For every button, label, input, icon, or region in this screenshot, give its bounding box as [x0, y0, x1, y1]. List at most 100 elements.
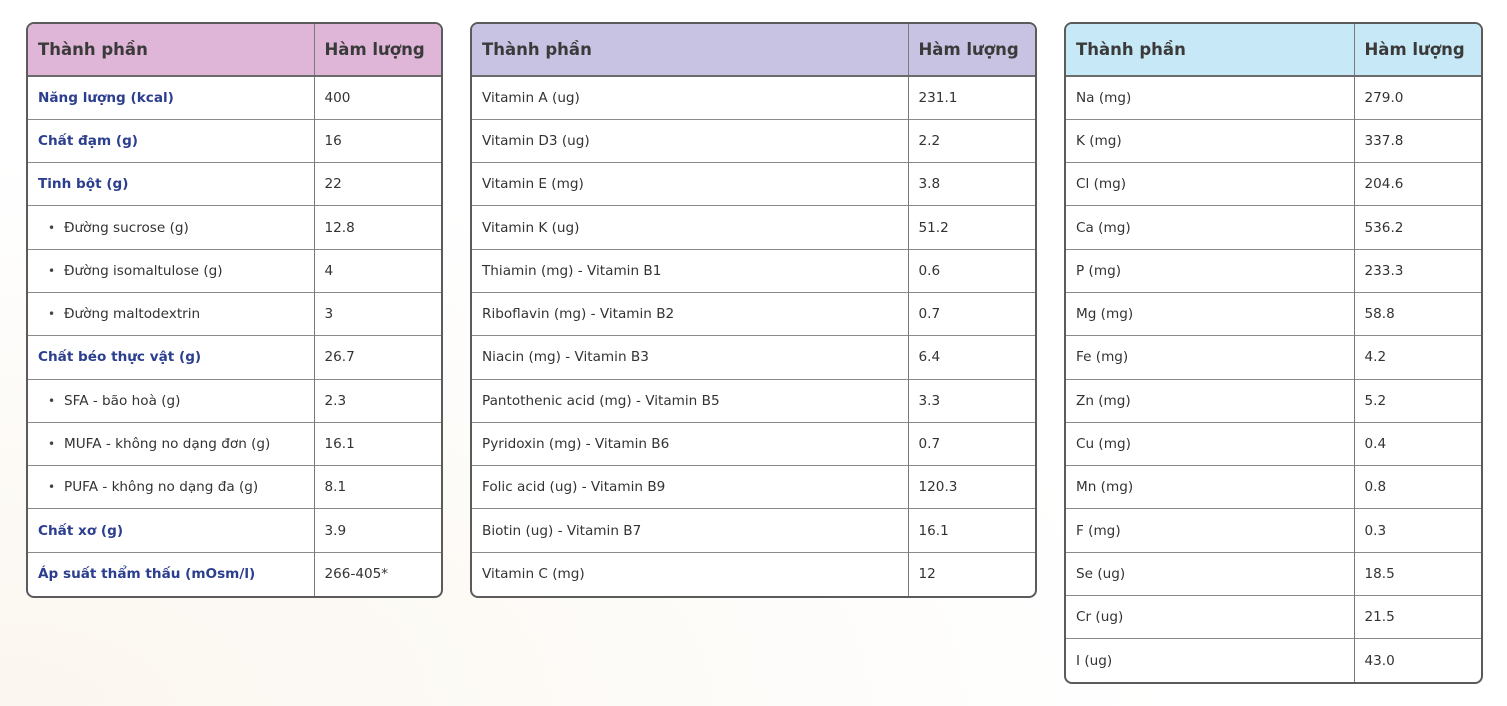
amount-cell: 536.2 [1353, 205, 1481, 250]
ingredient-cell: I (ug) [1066, 638, 1354, 683]
table-row: Niacin (mg) - Vitamin B3 6.4 [472, 335, 1035, 380]
ingredient-cell: Vitamin D3 (ug) [472, 118, 908, 163]
table-row: Na (mg) 279.0 [1066, 76, 1481, 120]
ingredient-label: PUFA - không no dạng đa (g) [64, 479, 259, 496]
table-row: Vitamin C (mg) 12 [472, 551, 1035, 596]
column-header-amount: Hàm lượng [313, 24, 441, 77]
ingredient-cell: Ca (mg) [1066, 205, 1354, 250]
table-row: Vitamin D3 (ug) 2.2 [472, 118, 1035, 163]
ingredient-label: Chất đạm (g) [38, 132, 139, 149]
ingredient-label: Chất xơ (g) [38, 522, 124, 539]
ingredient-label: Riboflavin (mg) - Vitamin B2 [482, 306, 675, 323]
amount-cell: 120.3 [907, 465, 1035, 509]
amount-cell: 4.2 [1353, 335, 1481, 380]
bullet-icon: • [48, 220, 56, 235]
table-row: Áp suất thẩm thấu (mOsm/l) 266-405* [28, 551, 441, 596]
ingredient-label: Đường maltodextrin [64, 306, 201, 323]
table-row: P (mg) 233.3 [1066, 248, 1481, 293]
amount-cell: 3 [313, 291, 441, 336]
table-body: Na (mg) 279.0 K (mg) 337.8 Cl (mg) 204.6 Ca (m… [1066, 76, 1481, 683]
ingredient-label: SFA - bão hoà (g) [64, 392, 181, 409]
ingredient-label: Cr (ug) [1076, 609, 1124, 626]
amount-cell: 0.7 [907, 421, 1035, 466]
amount-cell: 3.9 [313, 508, 441, 553]
ingredient-label: Tinh bột (g) [38, 176, 129, 193]
amount-cell: 4 [313, 248, 441, 293]
table-row: Se (ug) 18.5 [1066, 551, 1481, 596]
ingredient-cell: Chất đạm (g) [28, 118, 314, 163]
ingredient-cell: Áp suất thẩm thấu (mOsm/l) [28, 551, 314, 596]
table-row: Cl (mg) 204.6 [1066, 162, 1481, 206]
ingredient-label: Niacin (mg) - Vitamin B3 [482, 349, 649, 366]
ingredient-label: Fe (mg) [1076, 349, 1129, 366]
ingredient-label: Biotin (ug) - Vitamin B7 [482, 522, 642, 539]
ingredient-cell: Niacin (mg) - Vitamin B3 [472, 335, 908, 380]
ingredient-cell: • PUFA - không no dạng đa (g) [28, 465, 314, 509]
amount-cell: 26.7 [313, 335, 441, 380]
ingredient-cell: Mg (mg) [1066, 291, 1354, 336]
table-row: Thiamin (mg) - Vitamin B1 0.6 [472, 248, 1035, 293]
table-row: I (ug) 43.0 [1066, 638, 1481, 683]
ingredient-cell: Na (mg) [1066, 76, 1354, 119]
ingredient-label: Cu (mg) [1076, 436, 1131, 453]
ingredient-label: Ca (mg) [1076, 219, 1131, 236]
amount-cell: 0.7 [907, 291, 1035, 336]
column-header-ingredient: Thành phần [1066, 24, 1354, 77]
amount-cell: 51.2 [907, 205, 1035, 250]
table-row: Ca (mg) 536.2 [1066, 205, 1481, 250]
table-row: K (mg) 337.8 [1066, 118, 1481, 163]
amount-cell: 21.5 [1353, 595, 1481, 639]
ingredient-cell: Pyridoxin (mg) - Vitamin B6 [472, 421, 908, 466]
ingredient-cell: Cr (ug) [1066, 595, 1354, 639]
bullet-icon: • [48, 437, 56, 452]
amount-cell: 12 [907, 551, 1035, 596]
ingredient-cell: Cl (mg) [1066, 162, 1354, 206]
ingredient-cell: F (mg) [1066, 508, 1354, 553]
ingredient-label: Mg (mg) [1076, 306, 1134, 323]
ingredient-label: Mn (mg) [1076, 479, 1134, 496]
amount-cell: 3.8 [907, 162, 1035, 206]
ingredient-cell: • Đường isomaltulose (g) [28, 248, 314, 293]
column-header-amount: Hàm lượng [907, 24, 1035, 77]
amount-cell: 6.4 [907, 335, 1035, 380]
amount-cell: 18.5 [1353, 551, 1481, 596]
ingredient-label: MUFA - không no dạng đơn (g) [64, 436, 271, 453]
table-row: • SFA - bão hoà (g) 2.3 [28, 378, 441, 423]
ingredient-label: Vitamin A (ug) [482, 89, 580, 106]
table-body: Năng lượng (kcal) 400 Chất đạm (g) 16 Tinh b… [28, 76, 441, 596]
amount-cell: 337.8 [1353, 118, 1481, 163]
ingredient-label: Na (mg) [1076, 89, 1132, 106]
ingredient-cell: Cu (mg) [1066, 421, 1354, 466]
ingredient-label: Pyridoxin (mg) - Vitamin B6 [482, 436, 670, 453]
ingredient-cell: Se (ug) [1066, 551, 1354, 596]
bullet-icon: • [48, 263, 56, 278]
ingredient-label: K (mg) [1076, 132, 1122, 149]
amount-cell: 231.1 [907, 76, 1035, 120]
ingredient-cell: Zn (mg) [1066, 378, 1354, 423]
column-header-ingredient: Thành phần [472, 24, 908, 77]
table-row: Vitamin A (ug) 231.1 [472, 76, 1035, 120]
ingredient-cell: Mn (mg) [1066, 465, 1354, 509]
table-row: Vitamin K (ug) 51.2 [472, 205, 1035, 250]
table-row: Vitamin E (mg) 3.8 [472, 162, 1035, 206]
table-header-row: Thành phần Hàm lượng [472, 24, 1035, 77]
ingredient-label: Vitamin D3 (ug) [482, 132, 590, 149]
bullet-icon: • [48, 307, 56, 322]
ingredient-label: Thiamin (mg) - Vitamin B1 [482, 262, 662, 279]
ingredient-label: P (mg) [1076, 262, 1121, 279]
ingredient-label: Folic acid (ug) - Vitamin B9 [482, 479, 666, 496]
ingredient-cell: K (mg) [1066, 118, 1354, 163]
column-header-amount: Hàm lượng [1353, 24, 1481, 77]
table-row: • Đường maltodextrin 3 [28, 291, 441, 336]
table-body: Vitamin A (ug) 231.1 Vitamin D3 (ug) 2.2 Vit… [472, 76, 1035, 596]
ingredient-cell: • Đường maltodextrin [28, 291, 314, 336]
amount-cell: 22 [313, 162, 441, 206]
mineral-table: Thành phần Hàm lượng Na (mg) 279.0 K (mg) 3… [1064, 22, 1483, 685]
ingredient-cell: Vitamin E (mg) [472, 162, 908, 206]
ingredient-label: F (mg) [1076, 522, 1121, 539]
ingredient-cell: Fe (mg) [1066, 335, 1354, 380]
ingredient-label: Đường isomaltulose (g) [64, 262, 223, 279]
ingredient-label: Áp suất thẩm thấu (mOsm/l) [38, 566, 256, 583]
amount-cell: 0.8 [1353, 465, 1481, 509]
amount-cell: 400 [313, 76, 441, 120]
